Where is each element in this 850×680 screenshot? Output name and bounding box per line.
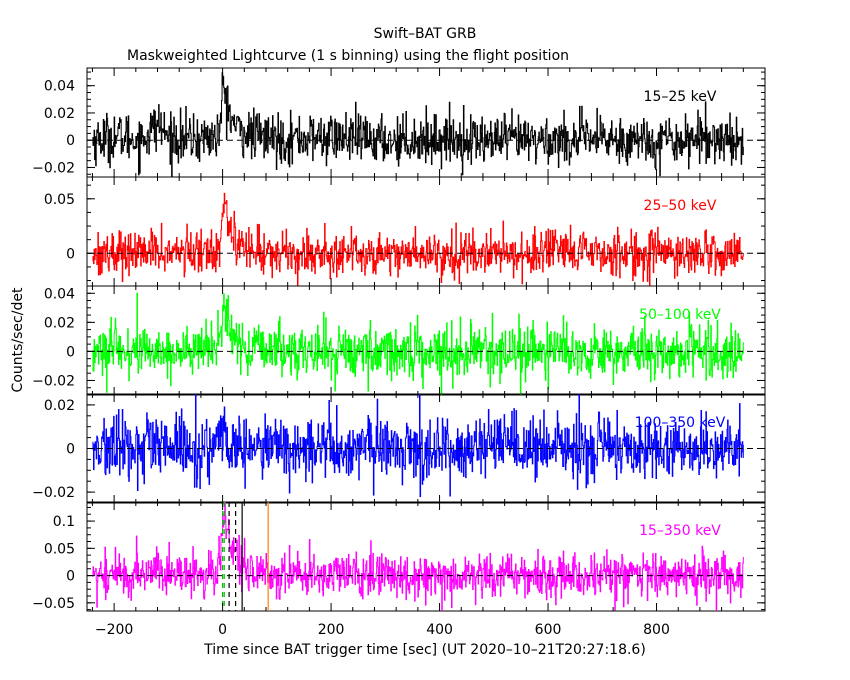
series-line	[92, 394, 744, 498]
series-line	[92, 72, 744, 177]
y-tick-label: −0.02	[32, 373, 75, 389]
y-tick-label: 0.04	[44, 286, 75, 302]
y-tick-label: 0.02	[44, 398, 75, 414]
panels-group: −0.02 0 0.02 0.04 15–25 keV 0 0.05 25–50 keV −0.…	[32, 67, 766, 638]
band-label: 15–25 keV	[644, 89, 717, 105]
series-line	[92, 292, 744, 395]
x-tick-label: 600	[535, 622, 562, 638]
panel-5: −0.05 0 0.05 0.1 15–350 keV −200 0 200 400 600 800	[32, 501, 766, 638]
x-tick-label: 400	[426, 622, 453, 638]
chart-subtitle: Maskweighted Lightcurve (1 s binning) us…	[127, 48, 569, 64]
y-tick-label: 0.1	[53, 514, 75, 530]
y-tick-label: 0.02	[44, 315, 75, 331]
series-line	[92, 192, 744, 286]
y-tick-label: −0.02	[32, 160, 75, 176]
panel-4: −0.02 0 0.02 100–350 keV	[32, 393, 766, 504]
panel-1: −0.02 0 0.02 0.04 15–25 keV	[32, 67, 766, 178]
y-tick-label: 0.05	[44, 192, 75, 208]
panel-3: −0.02 0 0.02 0.04 50–100 keV	[32, 285, 766, 396]
y-tick-label: 0	[66, 246, 75, 262]
panel-2: 0 0.05 25–50 keV	[44, 176, 766, 287]
band-label: 25–50 keV	[644, 198, 717, 214]
y-axis-label: Counts/sec/det	[10, 287, 26, 392]
x-tick-label: −200	[95, 622, 133, 638]
x-axis-label: Time since BAT trigger time [sec] (UT 20…	[203, 642, 646, 658]
panel-frame	[86, 285, 766, 396]
x-tick-label: 0	[218, 622, 227, 638]
y-tick-label: −0.02	[32, 485, 75, 501]
y-tick-label: 0	[66, 344, 75, 360]
x-tick-label: 800	[643, 622, 670, 638]
y-tick-label: 0.04	[44, 79, 75, 95]
x-tick-label: 200	[318, 622, 345, 638]
y-tick-label: 0.05	[44, 541, 75, 557]
y-tick-label: 0	[66, 569, 75, 585]
chart-title: Swift–BAT GRB	[374, 26, 477, 42]
y-tick-label: −0.05	[32, 596, 75, 612]
panel-frame	[86, 176, 766, 287]
y-tick-label: 0.02	[44, 106, 75, 122]
band-label: 50–100 keV	[639, 307, 721, 323]
band-label: 100–350 keV	[635, 415, 726, 431]
panel-frame	[86, 501, 766, 612]
y-tick-label: 0	[66, 133, 75, 149]
y-tick-label: 0	[66, 442, 75, 458]
band-label: 15–350 keV	[639, 523, 721, 539]
series-line	[92, 502, 744, 611]
